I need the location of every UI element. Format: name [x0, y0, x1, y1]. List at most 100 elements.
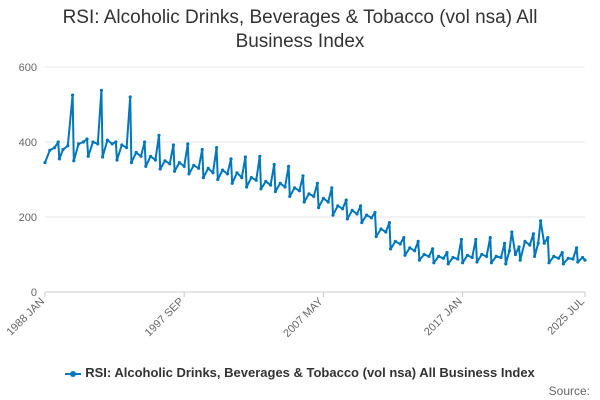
data-point[interactable]: [384, 230, 388, 234]
data-point[interactable]: [272, 162, 276, 167]
data-point[interactable]: [297, 189, 301, 193]
data-point[interactable]: [560, 251, 564, 255]
data-point[interactable]: [96, 142, 100, 146]
data-point[interactable]: [115, 158, 119, 162]
data-point[interactable]: [192, 163, 196, 167]
data-point[interactable]: [157, 133, 161, 137]
data-point[interactable]: [461, 261, 465, 265]
data-point[interactable]: [360, 221, 364, 225]
data-point[interactable]: [77, 142, 81, 146]
data-point[interactable]: [61, 147, 65, 152]
data-point[interactable]: [105, 138, 109, 142]
data-point[interactable]: [125, 146, 129, 150]
data-point[interactable]: [201, 176, 205, 180]
data-point[interactable]: [149, 154, 153, 158]
data-point[interactable]: [445, 251, 449, 255]
data-point[interactable]: [153, 158, 157, 162]
data-point[interactable]: [451, 255, 455, 260]
data-point[interactable]: [293, 186, 297, 190]
data-point[interactable]: [499, 255, 503, 260]
data-point[interactable]: [341, 207, 345, 211]
data-point[interactable]: [344, 198, 348, 202]
data-point[interactable]: [254, 178, 258, 182]
data-point[interactable]: [575, 246, 579, 250]
data-point[interactable]: [288, 194, 292, 198]
data-point[interactable]: [379, 227, 383, 231]
data-point[interactable]: [513, 252, 518, 257]
data-point[interactable]: [144, 164, 148, 168]
data-point[interactable]: [72, 159, 76, 163]
data-point[interactable]: [576, 260, 580, 264]
data-point[interactable]: [99, 88, 103, 92]
data-point[interactable]: [465, 253, 469, 257]
legend[interactable]: RSI: Alcoholic Drinks, Beverages & Tobac…: [0, 365, 600, 380]
data-point[interactable]: [441, 256, 445, 260]
data-point[interactable]: [552, 254, 556, 258]
data-point[interactable]: [71, 93, 75, 97]
data-point[interactable]: [517, 245, 521, 249]
data-point[interactable]: [446, 262, 450, 266]
data-point[interactable]: [215, 146, 219, 150]
data-point[interactable]: [546, 236, 550, 240]
data-point[interactable]: [355, 212, 359, 216]
data-point[interactable]: [264, 179, 268, 183]
data-point[interactable]: [312, 194, 316, 198]
data-point[interactable]: [81, 140, 85, 144]
data-point[interactable]: [427, 254, 431, 258]
data-point[interactable]: [249, 176, 253, 180]
data-point[interactable]: [336, 204, 340, 208]
data-point[interactable]: [345, 217, 349, 221]
data-point[interactable]: [475, 260, 479, 264]
data-point[interactable]: [171, 143, 175, 147]
data-point[interactable]: [101, 155, 105, 159]
data-point[interactable]: [503, 241, 507, 245]
data-point[interactable]: [539, 219, 543, 223]
data-point[interactable]: [86, 154, 90, 158]
data-point[interactable]: [398, 242, 402, 246]
data-point[interactable]: [510, 230, 514, 234]
data-point[interactable]: [173, 169, 177, 173]
data-point[interactable]: [182, 164, 186, 168]
data-point[interactable]: [302, 200, 306, 204]
data-point[interactable]: [114, 140, 118, 144]
data-point[interactable]: [350, 208, 354, 212]
data-point[interactable]: [504, 262, 508, 266]
data-point[interactable]: [387, 221, 391, 225]
data-point[interactable]: [229, 157, 233, 161]
data-point[interactable]: [258, 154, 262, 158]
data-point[interactable]: [373, 210, 377, 215]
data-point[interactable]: [158, 167, 162, 171]
data-point[interactable]: [393, 239, 397, 243]
data-point[interactable]: [301, 174, 305, 178]
data-point[interactable]: [416, 239, 420, 243]
data-point[interactable]: [317, 206, 321, 210]
data-point[interactable]: [417, 258, 421, 262]
data-point[interactable]: [402, 236, 406, 240]
data-point[interactable]: [583, 258, 587, 262]
data-point[interactable]: [470, 255, 474, 260]
data-point[interactable]: [523, 239, 527, 243]
data-point[interactable]: [557, 256, 561, 260]
data-point[interactable]: [480, 252, 484, 257]
data-point[interactable]: [278, 181, 282, 185]
data-point[interactable]: [403, 253, 407, 257]
data-point[interactable]: [66, 144, 70, 148]
data-point[interactable]: [221, 168, 225, 172]
data-point[interactable]: [211, 171, 215, 175]
data-point[interactable]: [485, 254, 489, 258]
data-point[interactable]: [365, 213, 369, 217]
data-point[interactable]: [531, 232, 536, 236]
data-point[interactable]: [507, 249, 511, 253]
data-point[interactable]: [243, 155, 247, 159]
data-point[interactable]: [431, 247, 435, 251]
data-point[interactable]: [269, 183, 273, 187]
data-point[interactable]: [330, 186, 334, 190]
data-point[interactable]: [120, 143, 124, 147]
data-point[interactable]: [494, 254, 498, 258]
data-point[interactable]: [307, 192, 311, 196]
data-point[interactable]: [110, 142, 114, 146]
data-point[interactable]: [422, 252, 426, 257]
data-point[interactable]: [273, 189, 277, 194]
data-point[interactable]: [235, 171, 239, 175]
data-point[interactable]: [408, 246, 412, 250]
